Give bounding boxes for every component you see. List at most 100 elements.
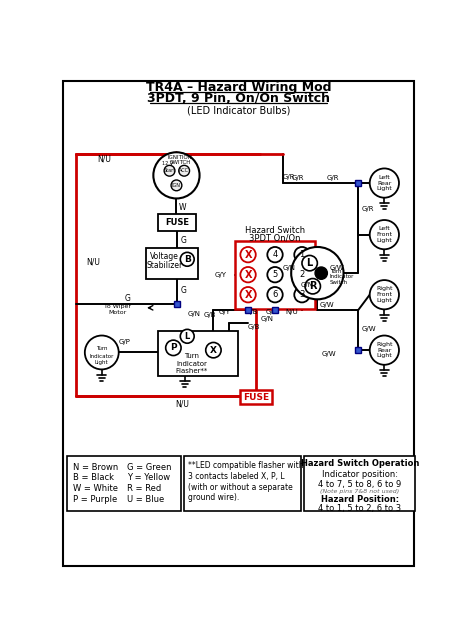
Text: Flasher**: Flasher** [176, 368, 208, 374]
Text: W = White: W = White [73, 484, 118, 493]
Text: G/W: G/W [329, 265, 344, 271]
Circle shape [164, 165, 175, 176]
Circle shape [85, 335, 119, 369]
Circle shape [171, 180, 182, 191]
Text: W: W [179, 203, 186, 212]
Text: X: X [244, 290, 252, 300]
Text: G/W: G/W [322, 351, 336, 357]
Text: G/N: G/N [261, 316, 274, 323]
Bar [174, 301, 180, 307]
Bar [146, 248, 198, 278]
Text: Voltage: Voltage [150, 252, 178, 262]
Text: Indicator: Indicator [177, 361, 207, 367]
Text: Stabilizer: Stabilizer [146, 261, 182, 270]
Circle shape [267, 267, 283, 282]
Circle shape [315, 267, 328, 279]
Circle shape [166, 340, 181, 356]
Text: Indicator position:: Indicator position: [322, 470, 397, 479]
Bar [245, 307, 251, 313]
Text: X: X [244, 250, 252, 260]
Bar [272, 307, 278, 313]
Text: P = Purple: P = Purple [73, 495, 117, 504]
Bar [355, 347, 361, 353]
Circle shape [370, 168, 399, 198]
Text: N/U: N/U [97, 155, 111, 164]
Text: X: X [210, 346, 217, 355]
Text: Right
Rear
Light: Right Rear Light [376, 342, 392, 358]
Circle shape [180, 252, 194, 266]
Text: Turn
Indicator
Switch: Turn Indicator Switch [329, 269, 354, 285]
Text: G/B: G/B [246, 309, 258, 316]
Circle shape [370, 220, 399, 249]
Bar [184, 456, 301, 511]
Circle shape [180, 330, 194, 343]
Text: (with or without a separate: (with or without a separate [188, 483, 293, 492]
Text: 1: 1 [299, 250, 305, 259]
Text: U = Blue: U = Blue [127, 495, 164, 504]
Circle shape [294, 247, 310, 262]
Text: G/W: G/W [362, 326, 377, 332]
Text: Hazard Switch Operation: Hazard Switch Operation [301, 459, 419, 468]
Circle shape [153, 152, 199, 198]
Text: TR4A – Hazard Wiring Mod: TR4A – Hazard Wiring Mod [146, 81, 332, 94]
Bar [158, 331, 238, 376]
Circle shape [370, 280, 399, 309]
Text: 3PDT, 9 Pin, On/On Switch: 3PDT, 9 Pin, On/On Switch [147, 92, 330, 105]
Text: G/N: G/N [301, 282, 314, 288]
Text: Turn: Turn [185, 353, 199, 359]
Text: 4 to 7, 5 to 8, 6 to 9: 4 to 7, 5 to 8, 6 to 9 [318, 479, 401, 488]
Text: G/R: G/R [292, 175, 304, 180]
Text: Left
Front
Light: Left Front Light [377, 227, 392, 243]
Circle shape [294, 287, 310, 303]
Text: G: G [180, 286, 186, 296]
Circle shape [291, 247, 343, 300]
Text: 6: 6 [272, 290, 278, 300]
Text: N/U: N/U [86, 257, 100, 266]
Text: 3PDT On/On: 3PDT On/On [249, 233, 301, 242]
Text: G/Y: G/Y [214, 272, 226, 278]
Text: G: G [180, 236, 186, 244]
Bar [158, 214, 197, 231]
Bar [240, 390, 272, 404]
Text: 12 V: 12 V [162, 161, 173, 166]
Text: Hazard Position:: Hazard Position: [321, 495, 399, 504]
Text: ground wire).: ground wire). [188, 493, 239, 502]
Text: R: R [309, 281, 316, 291]
Text: **LED compatible flasher with: **LED compatible flasher with [188, 461, 304, 470]
Text: FUSE: FUSE [165, 218, 189, 227]
Circle shape [294, 267, 310, 282]
Circle shape [267, 287, 283, 303]
Text: L: L [307, 258, 313, 268]
Text: 4 to 1, 5 to 2, 6 to 3: 4 to 1, 5 to 2, 6 to 3 [318, 504, 401, 513]
Bar [235, 241, 315, 308]
Text: N/U: N/U [176, 399, 190, 408]
Text: B: B [184, 255, 191, 264]
Text: X: X [244, 269, 252, 280]
Text: P: P [170, 343, 177, 353]
Circle shape [206, 342, 221, 358]
Text: Start: Start [164, 168, 176, 173]
Text: Left
Rear
Light: Left Rear Light [377, 175, 392, 191]
Text: G/B: G/B [247, 324, 260, 330]
Text: Y = Yellow: Y = Yellow [127, 474, 170, 483]
Text: To Wiper
Motor: To Wiper Motor [103, 304, 130, 315]
Circle shape [267, 247, 283, 262]
Text: (LED Indicator Bulbs): (LED Indicator Bulbs) [187, 106, 290, 116]
Text: 2: 2 [299, 270, 305, 279]
Text: G/R: G/R [362, 206, 375, 212]
Text: G: G [124, 294, 130, 303]
Text: 4: 4 [273, 250, 278, 259]
Circle shape [305, 278, 321, 294]
Text: IGN: IGN [172, 183, 181, 188]
Text: ACC: ACC [179, 168, 189, 173]
Text: Indicator: Indicator [89, 354, 114, 359]
Text: 5: 5 [273, 270, 278, 279]
Circle shape [240, 287, 256, 303]
Text: G/B: G/B [203, 312, 216, 319]
Text: (Note pins 7&8 not used): (Note pins 7&8 not used) [320, 490, 399, 494]
Text: G/W: G/W [320, 301, 335, 308]
Circle shape [179, 165, 190, 176]
Text: Turn: Turn [96, 346, 108, 351]
Text: B = Black: B = Black [73, 474, 114, 483]
Text: FUSE: FUSE [243, 392, 269, 402]
